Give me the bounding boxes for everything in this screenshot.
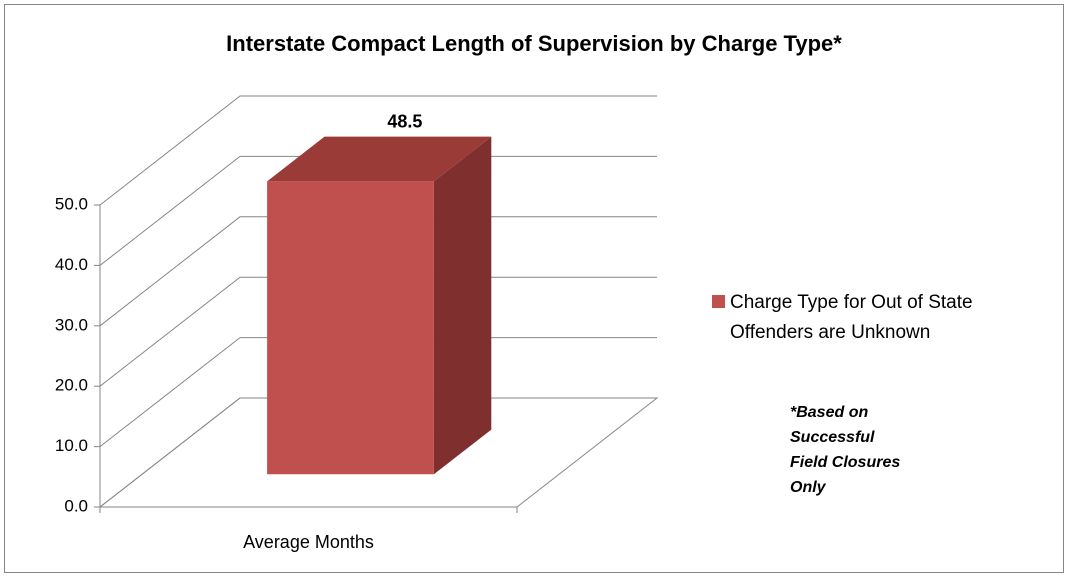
x-tick-label: Average Months [243, 532, 374, 552]
y-tick-label: 0.0 [64, 496, 88, 515]
chart-title: Interstate Compact Length of Supervision… [226, 31, 842, 56]
bar [267, 181, 434, 475]
grid-line [99, 95, 657, 206]
y-tick-label: 50.0 [55, 194, 88, 213]
grid-line [99, 216, 657, 327]
chart-border [4, 4, 1064, 573]
bar-top [267, 136, 492, 182]
grid-line [99, 337, 657, 447]
y-tick-label: 10.0 [55, 436, 88, 455]
grid-line [99, 276, 657, 387]
bar-side [433, 136, 492, 475]
y-tick-label: 40.0 [55, 255, 88, 274]
legend-label: Charge Type for Out of State Offenders a… [730, 292, 973, 343]
grid-line [99, 155, 657, 266]
y-tick-label: 30.0 [55, 315, 88, 334]
grid-line [99, 397, 657, 508]
annotation: *Based on Successful Field Closures Only [790, 404, 901, 496]
legend-swatch [712, 295, 725, 308]
data-label: 48.5 [387, 111, 422, 131]
y-tick-label: 20.0 [55, 376, 88, 395]
